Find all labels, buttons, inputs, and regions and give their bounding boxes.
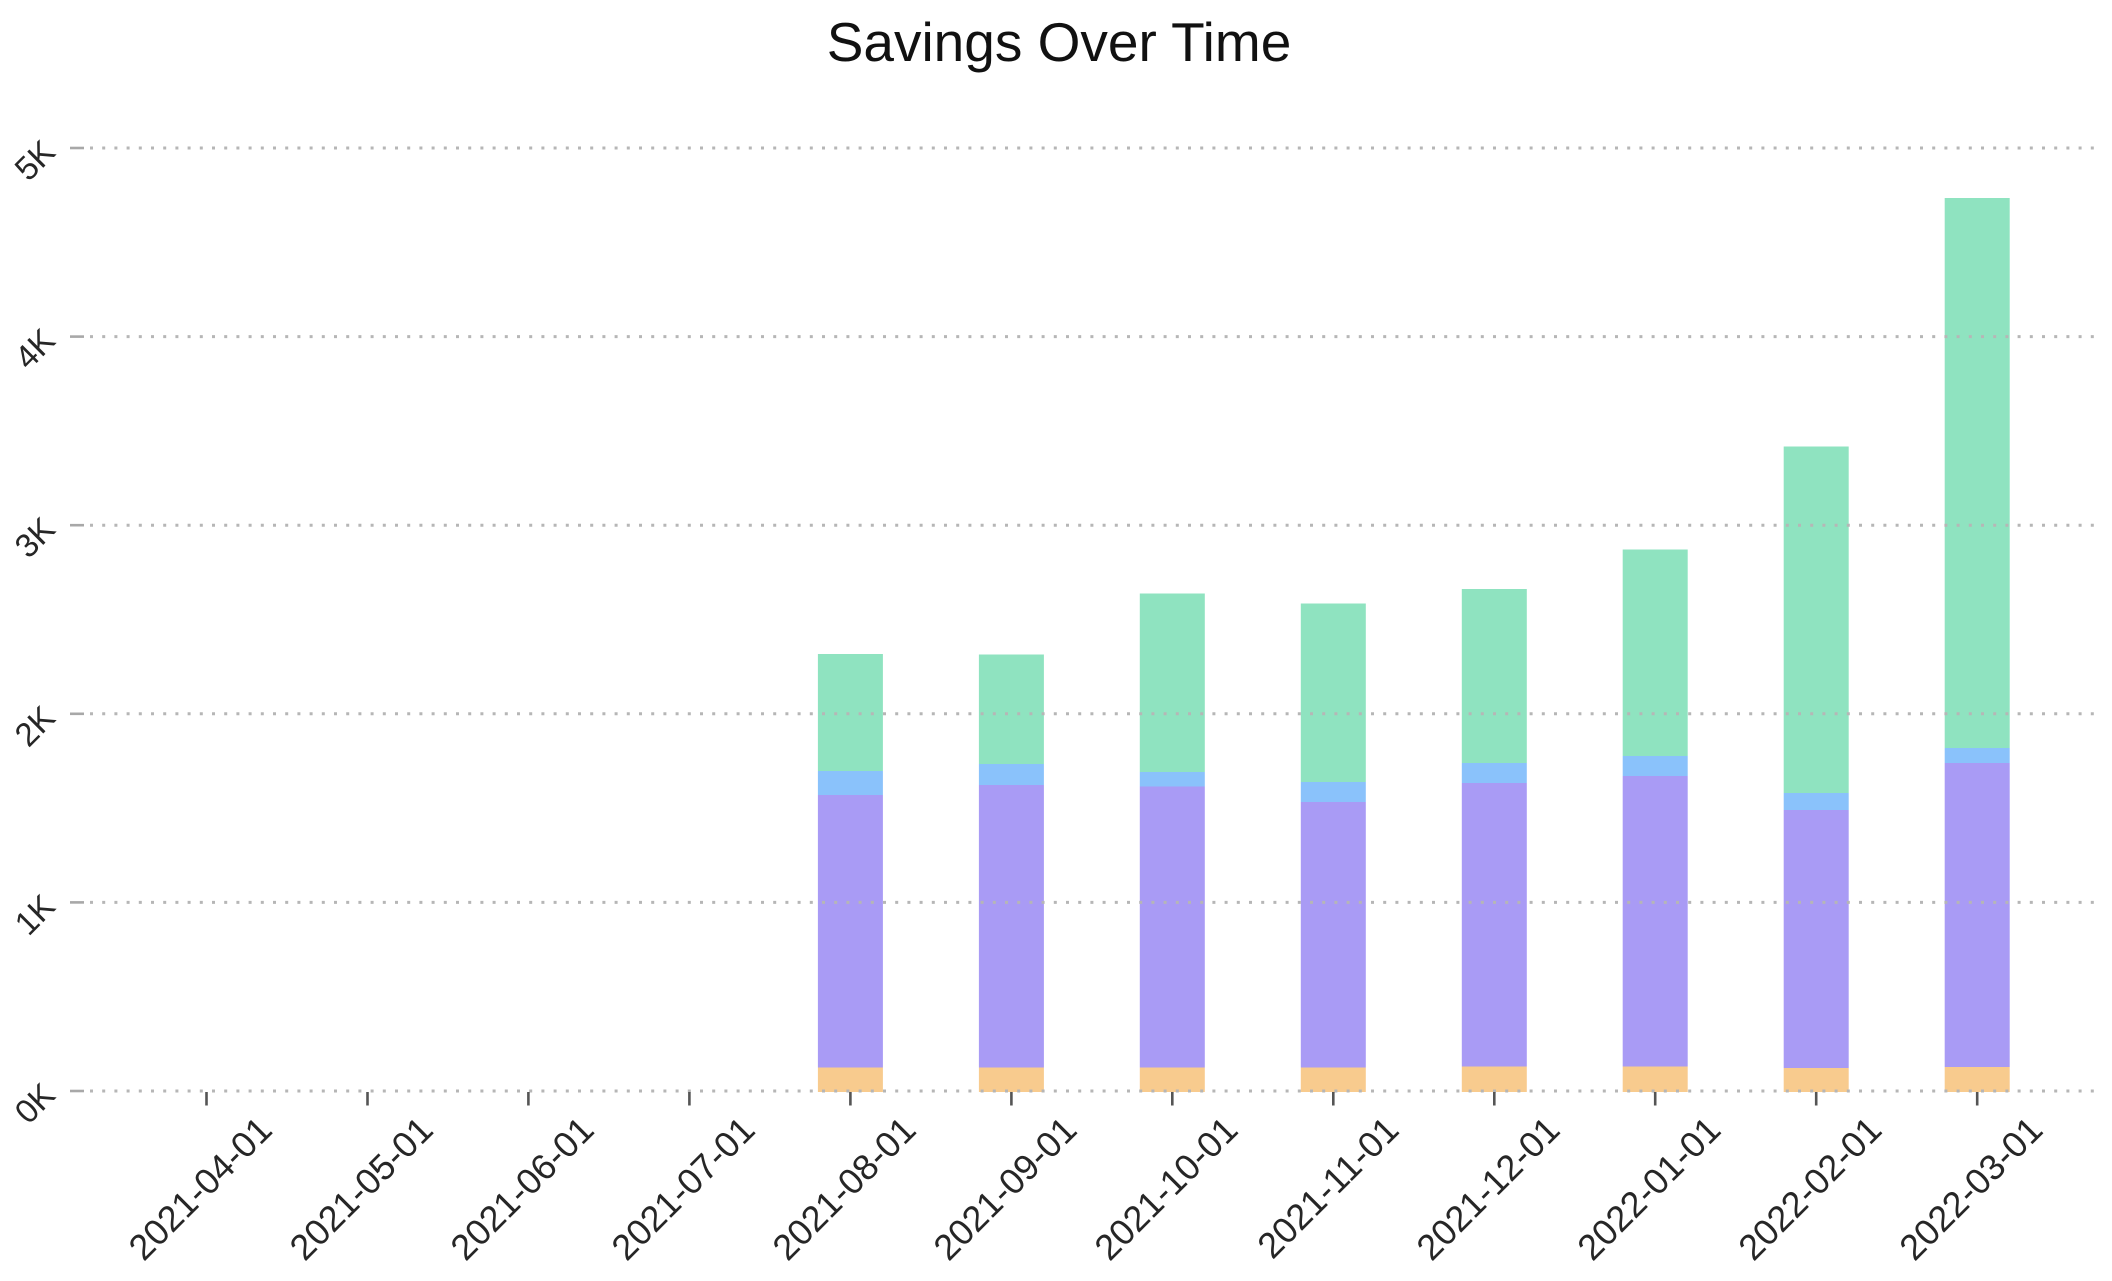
svg-text:Savings Over Time: Savings Over Time — [827, 11, 1292, 73]
